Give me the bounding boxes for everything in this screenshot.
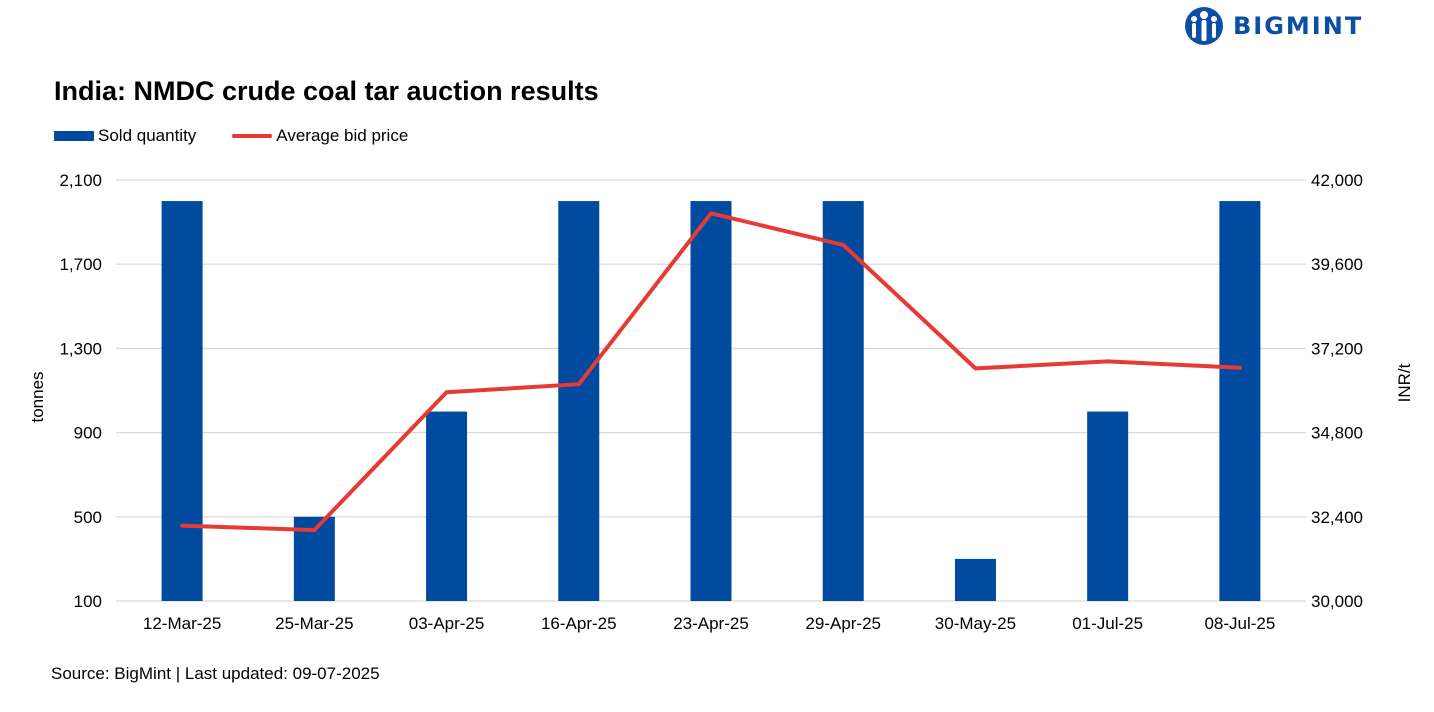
bar-sold-quantity (426, 411, 468, 601)
bar-sold-quantity (954, 558, 996, 601)
bigmint-logo-icon (1185, 7, 1223, 45)
bar-sold-quantity (822, 201, 864, 602)
bar-sold-quantity (690, 201, 732, 602)
bar-sold-quantity (1087, 411, 1129, 601)
left-axis-tick: 1,300 (59, 339, 102, 358)
left-axis-label: tonnes (28, 371, 47, 422)
right-axis-tick: 39,600 (1311, 255, 1363, 274)
left-axis-tick: 500 (74, 508, 102, 527)
x-axis-tick: 12-Mar-25 (143, 614, 221, 633)
x-axis-tick: 25-Mar-25 (275, 614, 353, 633)
source-note: Source: BigMint | Last updated: 09-07-20… (51, 664, 380, 683)
left-axis-tick: 1,700 (59, 255, 102, 274)
legend-item-average-bid-price: Average bid price (232, 126, 408, 146)
legend-swatch-bar (54, 131, 94, 141)
left-axis-tick: 2,100 (59, 171, 102, 190)
right-axis-label: INR/t (1395, 363, 1414, 402)
bar-sold-quantity (161, 201, 203, 602)
legend-label-average-bid-price: Average bid price (276, 126, 409, 145)
x-axis-tick: 01-Jul-25 (1072, 614, 1143, 633)
chart-legend: Sold quantity Average bid price (54, 126, 444, 146)
bigmint-logo-text: BIGMINT (1233, 12, 1364, 40)
right-axis-tick: 42,000 (1311, 171, 1363, 190)
right-axis-tick: 37,200 (1311, 339, 1363, 358)
x-axis-tick: 30-May-25 (935, 614, 1016, 633)
right-axis-tick: 30,000 (1311, 592, 1363, 611)
x-axis-tick: 16-Apr-25 (541, 614, 617, 633)
bar-sold-quantity (1219, 201, 1261, 602)
x-axis-tick: 08-Jul-25 (1204, 614, 1275, 633)
x-axis-tick: 23-Apr-25 (673, 614, 749, 633)
left-axis-tick: 100 (74, 592, 102, 611)
bar-sold-quantity (558, 201, 600, 602)
chart-title: India: NMDC crude coal tar auction resul… (54, 76, 599, 106)
legend-swatch-line (232, 134, 273, 138)
left-axis-tick: 900 (74, 424, 102, 443)
bigmint-logo: BIGMINT (1183, 6, 1363, 46)
right-axis-tick: 34,800 (1311, 424, 1363, 443)
legend-label-sold-quantity: Sold quantity (98, 126, 197, 145)
legend-item-sold-quantity: Sold quantity (54, 126, 196, 146)
x-axis-tick: 29-Apr-25 (805, 614, 881, 633)
x-axis-tick: 03-Apr-25 (409, 614, 485, 633)
right-axis-tick: 32,400 (1311, 508, 1363, 527)
